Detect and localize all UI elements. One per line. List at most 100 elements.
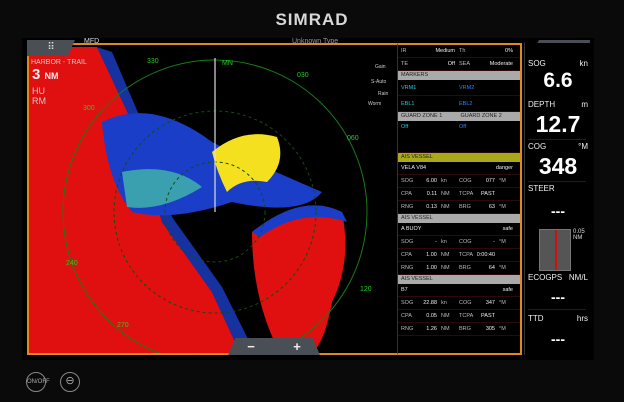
rng-label: RNG [401, 204, 414, 210]
brg-label: BRG [459, 265, 471, 271]
guard-zone-2-header: GUARD ZONE 2 [460, 113, 502, 119]
ttd-unit: hrs [576, 314, 588, 323]
power-button[interactable]: ON/OFF [26, 372, 50, 392]
radar-settings-row: TE Off SEA Moderate [398, 58, 520, 71]
depth-label: DEPTH [528, 100, 556, 109]
zoom-control: − + [228, 338, 320, 355]
cpa-value: 0.05 [426, 313, 437, 319]
brg-value: 63 [488, 204, 495, 210]
guard-zone-2-value[interactable]: Off [459, 124, 467, 130]
rain-indicator[interactable]: Rain [378, 91, 389, 97]
bearing-300: 300 [83, 105, 95, 112]
table-row: RNG 1.00 NM BRG 64 °M [398, 262, 520, 275]
zoom-in-button[interactable]: + [293, 339, 301, 354]
radar-image [29, 47, 368, 353]
nm-unit: NM [441, 326, 450, 332]
markers-header: MARKERS [398, 71, 520, 80]
vessel-name: VELA V84 [401, 165, 427, 171]
divider [528, 181, 586, 182]
radar-menu-button[interactable]: ⠿ [27, 40, 75, 56]
ais-vessel-name-row[interactable]: VELA V84 danger [398, 162, 520, 175]
radar-view[interactable] [27, 43, 397, 355]
cog-value: 347 [485, 300, 495, 306]
ebl1[interactable]: EBL1 [401, 100, 415, 107]
cog-label: COG [459, 300, 472, 306]
vessel-status: safe [502, 226, 513, 232]
radar-echo-right [252, 205, 346, 353]
bearing-240: 240 [66, 260, 78, 267]
ais-vessel-name-row[interactable]: B7 safe [398, 284, 520, 297]
vrm2[interactable]: VRM2 [459, 84, 475, 91]
ttd-label: TTD [528, 314, 544, 323]
rng-value: 0.13 [426, 204, 437, 210]
sog-label: SOG [401, 178, 414, 184]
tcpa-label: TCPA [459, 191, 474, 197]
cpa-label: CPA [401, 252, 412, 258]
tcpa-value: PAST [481, 191, 495, 197]
table-row: SOG 6.00 kn COG 077 °M [398, 175, 520, 188]
brg-label: BRG [459, 204, 471, 210]
zoom-out-button[interactable]: − [247, 339, 255, 354]
cog-unit: °M [578, 142, 588, 151]
ais-vessel-name-row[interactable]: A BUOY safe [398, 223, 520, 236]
power-label: ON/OFF [27, 379, 50, 385]
nm-unit: NM [441, 191, 450, 197]
tcpa-value: PAST [481, 313, 495, 319]
ebl2[interactable]: EBL2 [459, 100, 473, 107]
bearing-060: 060 [347, 135, 359, 142]
cpa-value: 1.00 [426, 252, 437, 258]
cog-value: - [493, 239, 495, 245]
tcpa-value: 0:00:40 [476, 252, 496, 258]
rng-value: 1.00 [426, 265, 437, 271]
vessel-status: safe [502, 287, 513, 293]
xte-center-line [555, 230, 557, 270]
grid-menu-icon: ⠿ [47, 42, 55, 53]
table-row: SOG - kn COG - °M [398, 236, 520, 249]
deg-unit: °M [499, 204, 506, 210]
xte-value: 0.05 [573, 229, 585, 235]
sog-value: 6.6 [543, 69, 573, 92]
cog-value: 348 [538, 153, 578, 179]
sog-value: - [435, 239, 437, 245]
xte-unit: NM [573, 235, 583, 241]
cog-label: COG [459, 178, 472, 184]
radar-echo-yellow [212, 134, 281, 192]
radar-mode-label: HARBOR - TRAIL [31, 59, 87, 66]
rng-label: RNG [401, 265, 414, 271]
steer-value: --- [551, 203, 565, 219]
table-row: RNG 1.26 NM BRG 305 °M [398, 323, 520, 336]
vessel-name: A BUOY [401, 226, 422, 232]
deg-unit: °M [499, 265, 506, 271]
guard-zone-1-value[interactable]: Off [401, 124, 409, 130]
te-value: Off [447, 61, 455, 67]
nm-unit: NM [441, 313, 450, 319]
sea-indicator[interactable]: S-Auto [371, 79, 387, 85]
guard-zone-1-header: GUARD ZONE 1 [401, 113, 443, 119]
brg-label: BRG [459, 326, 471, 332]
ais-vessel-header: AIS VESSEL [398, 153, 520, 162]
radar-settings-row: IR Medium Th 0% [398, 45, 520, 58]
sog-value: 22.88 [423, 300, 437, 306]
info-table: IR Medium Th 0% TE Off SEA Moderate MARKERS VR… [397, 43, 522, 355]
th-label: Th [459, 48, 466, 54]
range-readout[interactable]: 3 NM [32, 66, 59, 83]
ecogps-value: --- [551, 289, 565, 305]
table-row: CPA 1.00 NM TCPA 0:00:40 [398, 249, 520, 262]
sog-label: SOG [401, 239, 414, 245]
vessel-status: danger [495, 165, 513, 171]
ir-value: Medium [435, 48, 455, 54]
deg-unit: °M [499, 300, 506, 306]
worm-indicator[interactable]: Worm [368, 101, 382, 107]
steering-wheel-icon[interactable]: ⊖ [60, 372, 80, 392]
ttd-value: --- [551, 331, 565, 347]
deg-unit: °M [499, 326, 506, 332]
sea-value: Moderate [489, 61, 513, 67]
vrm1[interactable]: VRM1 [401, 84, 417, 91]
depth-value: 12.7 [535, 111, 581, 137]
cog-label: COG [459, 239, 472, 245]
brg-value: 64 [488, 265, 495, 271]
bearing-330: 330 [147, 58, 159, 65]
depth-unit: m [581, 100, 588, 109]
gain-indicator[interactable]: Gain [375, 64, 386, 70]
xte-bar [539, 229, 571, 271]
